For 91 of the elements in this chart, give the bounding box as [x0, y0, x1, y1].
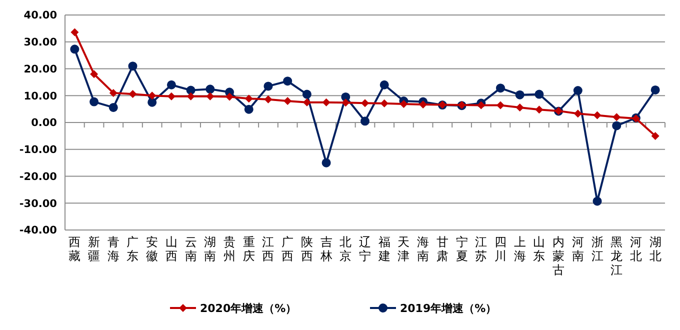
x-tick-label: 山东: [533, 235, 546, 263]
point: [264, 82, 273, 91]
point: [226, 92, 234, 101]
point: [535, 106, 544, 114]
point: [612, 121, 622, 130]
x-tick-label: 海南: [417, 235, 430, 263]
point: [651, 132, 660, 140]
point: [167, 92, 176, 100]
x-tick-label: 内蒙古: [552, 235, 565, 277]
point: [244, 104, 254, 114]
x-tick-label: 河北: [630, 235, 642, 263]
point: [206, 84, 215, 94]
point: [206, 92, 214, 100]
y-tick-label: 40.00: [24, 10, 57, 22]
point: [593, 111, 602, 120]
x-tick-label: 西藏: [68, 235, 81, 263]
point: [128, 62, 138, 71]
point: [496, 101, 504, 110]
x-tick-label: 江苏: [475, 235, 488, 263]
x-tick-label: 天津: [398, 235, 410, 263]
point: [302, 98, 311, 106]
x-tick-label: 浙江: [591, 235, 604, 263]
x-tick-label: 江西: [262, 235, 274, 263]
point: [90, 97, 99, 106]
point: [400, 100, 408, 108]
y-tick-label: -20.00: [19, 170, 57, 183]
point: [283, 76, 292, 86]
x-tick-label: 上海: [514, 235, 526, 263]
point: [70, 28, 79, 36]
x-tick-label: 吉林: [319, 235, 332, 263]
y-tick-label: -40.00: [19, 224, 57, 237]
point: [361, 99, 369, 108]
point: [109, 88, 118, 97]
x-tick-label: 新疆: [88, 235, 100, 263]
point: [186, 92, 195, 100]
x-tick-label: 青海: [107, 235, 120, 263]
y-tick-label: 20.00: [24, 63, 57, 76]
point: [166, 80, 176, 90]
x-tick-label: 福建: [377, 235, 390, 263]
x-tick-label: 陕西: [300, 235, 313, 263]
y-tick-label: 10.00: [24, 90, 57, 102]
x-tick-label: 黑龙江: [610, 235, 623, 277]
point: [302, 90, 312, 99]
y-tick-label: -30.00: [19, 198, 57, 210]
x-tick-label: 河南: [572, 235, 584, 263]
point: [477, 101, 486, 110]
point: [108, 102, 118, 112]
point: [592, 196, 602, 206]
point: [419, 100, 428, 108]
point: [244, 94, 253, 103]
legend-label: 2019年增速（%）: [400, 302, 497, 315]
x-tick-label: 北京: [340, 235, 352, 263]
point: [322, 158, 331, 168]
point: [70, 44, 80, 54]
point: [516, 103, 524, 112]
y-tick-label: 30.00: [24, 36, 57, 49]
point: [148, 92, 156, 100]
x-tick-label: 四川: [494, 235, 506, 263]
x-tick-label: 贵州: [224, 235, 236, 263]
x-tick-label: 湖北: [649, 235, 662, 263]
point: [574, 110, 582, 118]
point: [573, 86, 582, 96]
point: [284, 97, 292, 105]
point: [380, 80, 389, 90]
y-tick-label: -10.00: [19, 144, 57, 156]
point: [148, 98, 157, 107]
point: [496, 84, 505, 93]
point: [186, 86, 196, 95]
point: [534, 90, 544, 99]
x-tick-label: 重庆: [242, 235, 255, 263]
point: [650, 85, 660, 94]
x-tick-label: 宁夏: [456, 235, 468, 263]
point: [264, 95, 272, 104]
point: [515, 90, 524, 100]
x-tick-label: 辽宁: [359, 235, 371, 263]
y-tick-label: 0.00: [31, 117, 57, 130]
x-tick-label: 安徽: [146, 235, 158, 263]
x-tick-label: 山西: [165, 235, 178, 263]
legend-label: 2020年增速（%）: [200, 302, 297, 315]
point: [128, 90, 137, 98]
point: [342, 98, 350, 107]
x-tick-label: 广西: [282, 235, 294, 263]
x-tick-label: 湖南: [204, 235, 216, 263]
point: [380, 99, 388, 108]
point: [612, 113, 621, 122]
x-tick-label: 云南: [184, 235, 197, 263]
point: [90, 70, 98, 78]
x-tick-label: 甘肃: [436, 235, 448, 263]
point: [360, 116, 370, 126]
point: [322, 98, 330, 106]
x-tick-label: 广东: [126, 235, 139, 263]
